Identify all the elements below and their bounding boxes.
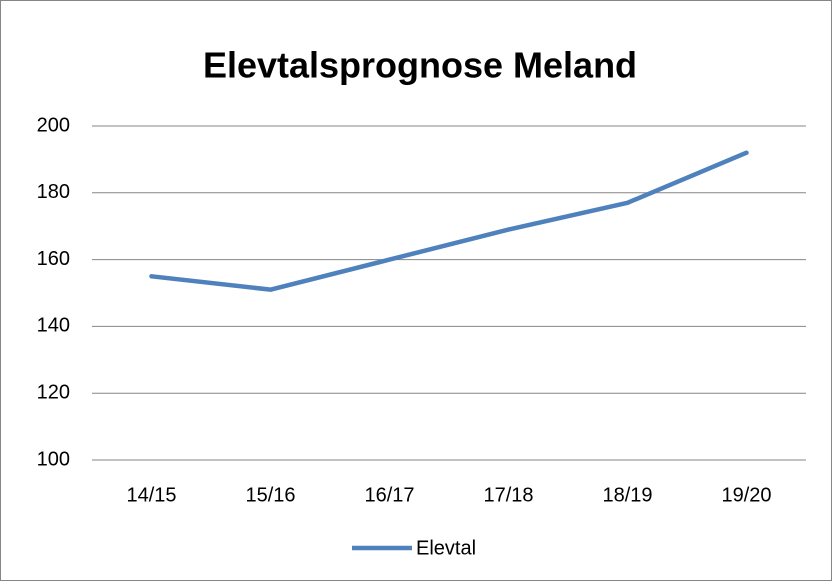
chart-title: Elevtalsprognose Meland [203,45,637,86]
x-tick-label: 14/15 [126,484,176,506]
legend-label: Elevtal [416,537,476,559]
y-tick-label: 180 [37,181,70,203]
y-tick-label: 120 [37,381,70,403]
x-tick-label: 17/18 [483,484,533,506]
y-tick-label: 140 [37,315,70,337]
x-tick-label: 15/16 [245,484,295,506]
y-tick-label: 200 [37,114,70,136]
y-tick-label: 100 [37,448,70,470]
x-tick-label: 16/17 [364,484,414,506]
y-tick-label: 160 [37,248,70,270]
x-tick-label: 19/20 [721,484,771,506]
x-tick-label: 18/19 [602,484,652,506]
data-line [149,150,749,292]
